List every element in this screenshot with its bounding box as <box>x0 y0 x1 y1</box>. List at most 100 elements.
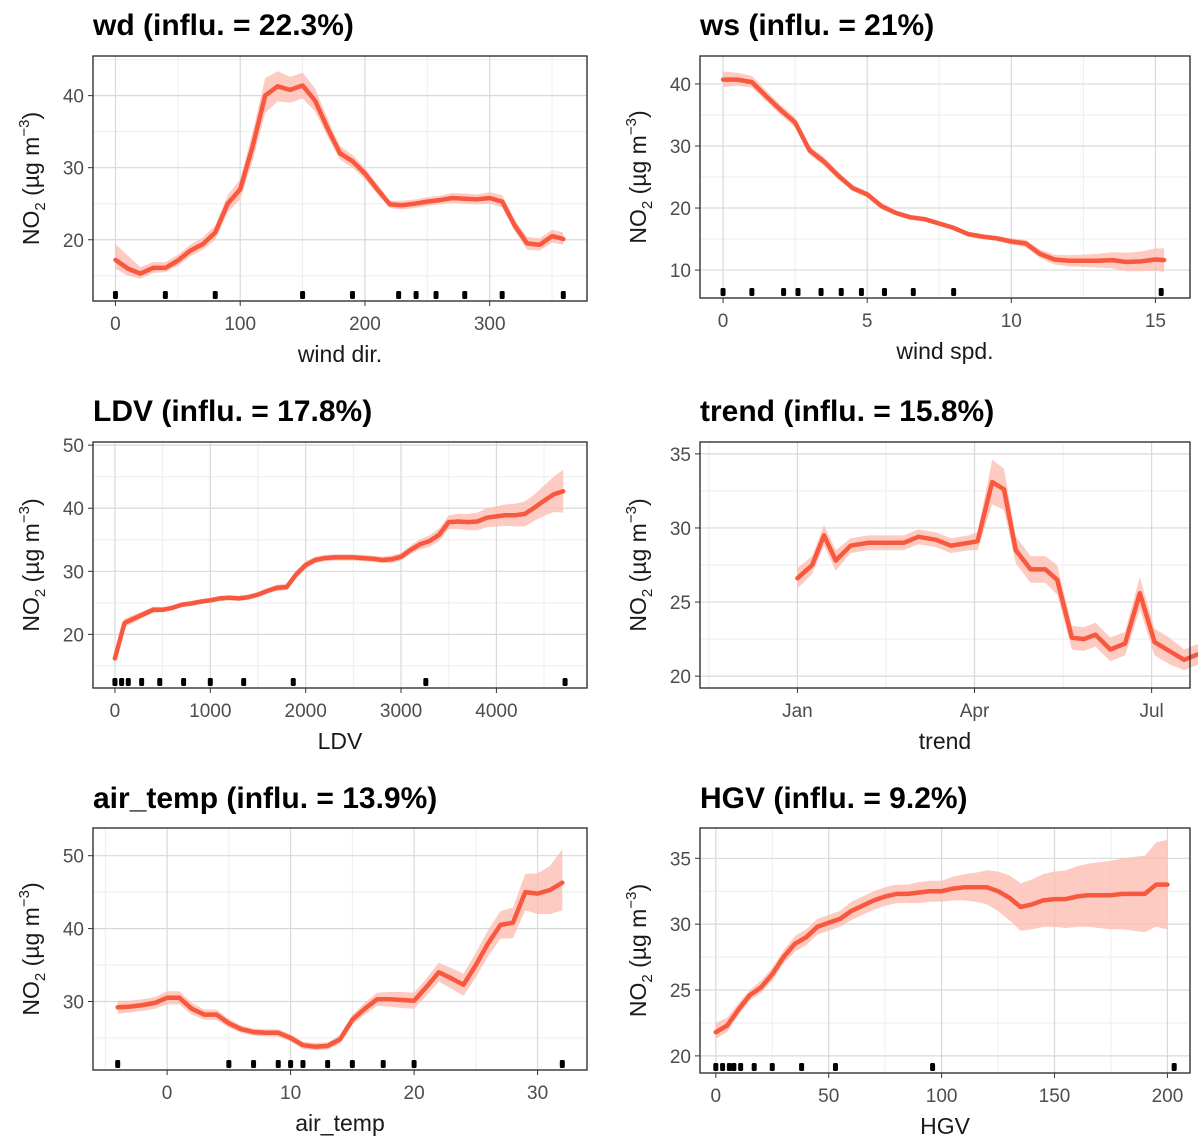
x-axis-title: wind spd. <box>895 338 993 364</box>
y-tick-label: 30 <box>670 519 691 540</box>
rug-mark <box>951 288 957 296</box>
rug-mark <box>290 678 296 686</box>
chart-panel-3: trend (influ. = 15.8%) Jan Apr Jul 20 25 30 35 t… <box>623 395 1198 754</box>
rug-mark <box>462 291 468 299</box>
y-tick-label: 20 <box>63 625 84 646</box>
y-tick-label: 40 <box>63 87 84 108</box>
x-tick-label: 0 <box>110 314 121 335</box>
y-tick-label: 50 <box>63 436 84 457</box>
x-tick-label: 2000 <box>285 701 327 722</box>
rug-mark <box>275 1060 281 1068</box>
chart-panel-4: air_temp (influ. = 13.9%) 0 10 20 30 30 40 50 ai… <box>16 782 588 1136</box>
panel-title: wd (influ. = 22.3%) <box>92 9 354 42</box>
x-axis-title: HGV <box>920 1113 971 1137</box>
panel-title: HGV (influ. = 9.2%) <box>700 782 968 815</box>
y-axis-title: NO2 (µg m−3) <box>623 498 656 631</box>
rug-mark <box>799 1063 805 1071</box>
x-tick-label: 10 <box>1001 311 1022 332</box>
rug-mark <box>139 678 145 686</box>
series-line <box>115 880 565 1049</box>
series-line <box>720 77 1167 265</box>
rug-mark <box>125 678 131 686</box>
x-tick-label: 50 <box>818 1086 839 1107</box>
rug-mark <box>212 291 218 299</box>
x-axis-title: wind dir. <box>297 341 382 367</box>
x-tick-label: 200 <box>1152 1086 1184 1107</box>
rug-mark <box>288 1060 294 1068</box>
x-tick-label: 150 <box>1039 1086 1071 1107</box>
panel-border <box>699 827 1191 1074</box>
rug-mark <box>499 291 505 299</box>
rug-mark <box>157 678 163 686</box>
rug-mark <box>112 678 118 686</box>
x-tick-label: Jan <box>782 701 813 722</box>
rug-mark <box>112 291 118 299</box>
rug-mark <box>910 288 916 296</box>
rug-mark <box>818 288 824 296</box>
y-axis-title: NO2 (µg m−3) <box>16 498 49 631</box>
rug-mark <box>562 678 568 686</box>
chart-panel-5: HGV (influ. = 9.2%) 0 50 100 150 200 20 25 30 35 H… <box>623 782 1191 1137</box>
x-tick-label: 300 <box>474 314 506 335</box>
y-tick-label: 50 <box>63 847 84 868</box>
x-tick-label: 1000 <box>189 701 231 722</box>
rug-mark <box>720 1063 726 1071</box>
rug-mark <box>115 1060 121 1068</box>
x-tick-label: Jul <box>1139 701 1163 722</box>
y-tick-label: 35 <box>670 849 691 870</box>
rug-mark <box>858 288 864 296</box>
rug-mark <box>795 288 801 296</box>
y-axis-title: NO2 (µg m−3) <box>623 884 656 1017</box>
panel-border <box>92 827 588 1071</box>
rug-mark <box>241 678 247 686</box>
x-tick-label: 20 <box>404 1083 425 1104</box>
panel-border <box>92 441 588 689</box>
x-tick-label: 0 <box>718 311 729 332</box>
rug-mark <box>769 1063 775 1071</box>
y-tick-label: 30 <box>63 562 84 583</box>
y-axis-title: NO2 (µg m−3) <box>16 882 49 1015</box>
series-line <box>113 83 566 276</box>
x-tick-label: 100 <box>926 1086 958 1107</box>
rug-mark <box>162 291 168 299</box>
y-tick-label: 30 <box>670 915 691 936</box>
series-line <box>112 488 566 661</box>
panel-border <box>699 441 1191 689</box>
series-line <box>713 882 1170 1035</box>
x-tick-label: 30 <box>527 1083 548 1104</box>
rug-mark <box>720 288 726 296</box>
x-axis-title: air_temp <box>295 1110 384 1136</box>
x-tick-label: 15 <box>1145 311 1166 332</box>
x-tick-label: 100 <box>224 314 256 335</box>
rug-mark <box>226 1060 232 1068</box>
x-tick-label: 200 <box>349 314 381 335</box>
y-tick-label: 25 <box>670 593 691 614</box>
rug-mark <box>411 1060 417 1068</box>
rug-mark <box>781 288 787 296</box>
rug-mark <box>749 288 755 296</box>
confidence-band <box>114 469 564 664</box>
y-tick-label: 30 <box>63 159 84 180</box>
y-tick-label: 20 <box>63 231 84 252</box>
x-axis-title: trend <box>919 728 971 754</box>
rug-mark <box>349 291 355 299</box>
x-tick-label: 10 <box>280 1083 301 1104</box>
rug-mark <box>300 1060 306 1068</box>
panel-border <box>92 55 588 302</box>
panel-title: trend (influ. = 15.8%) <box>700 395 994 428</box>
confidence-band <box>715 839 1168 1039</box>
y-tick-label: 40 <box>63 499 84 520</box>
panel-title: ws (influ. = 21%) <box>699 9 934 42</box>
rug-mark <box>251 1060 257 1068</box>
y-tick-label: 20 <box>670 1047 691 1068</box>
confidence-band <box>723 71 1165 272</box>
rug-mark <box>423 678 429 686</box>
rug-mark <box>838 288 844 296</box>
rug-mark <box>181 678 187 686</box>
rug-mark <box>433 291 439 299</box>
rug-mark <box>380 1060 386 1068</box>
panel-title: air_temp (influ. = 13.9%) <box>93 782 437 815</box>
rug-mark <box>881 288 887 296</box>
panel-border <box>699 55 1191 299</box>
